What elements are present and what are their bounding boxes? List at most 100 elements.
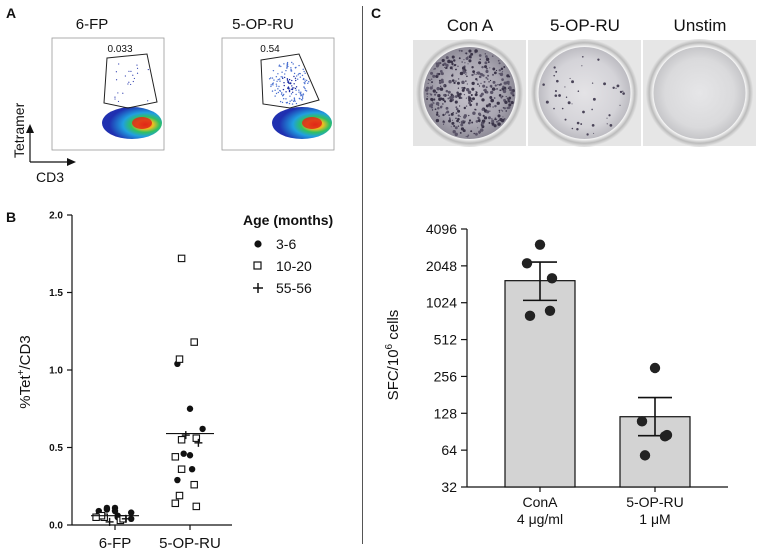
- gate-event-dot: [289, 100, 291, 102]
- elispot-spot: [438, 115, 440, 118]
- gate-event-dot: [301, 99, 303, 101]
- scatter-y-label-main: %Tet: [17, 375, 34, 409]
- gate-event-dot: [291, 87, 294, 89]
- elispot-spot: [489, 67, 491, 69]
- elispot-spot: [489, 90, 494, 95]
- bar-data-point: [659, 431, 671, 442]
- elispot-spot: [435, 62, 439, 66]
- bar-y-label-pre: SFC/10: [385, 349, 402, 400]
- elispot-spot: [442, 98, 445, 102]
- elispot-spot: [471, 73, 474, 77]
- elispot-spot: [465, 105, 468, 107]
- legend-title: Age (months): [243, 212, 333, 228]
- elispot-spot: [478, 130, 482, 134]
- gate-event-dot: [128, 81, 130, 83]
- elispot-spot: [495, 88, 497, 90]
- elispot-spot: [452, 130, 456, 134]
- elispot-spot: [453, 63, 457, 67]
- elispot-spot: [447, 97, 450, 100]
- elispot-spot: [435, 64, 439, 68]
- gate-event-dot: [288, 90, 291, 93]
- gate-event-dot: [295, 93, 297, 96]
- elispot-spot: [426, 96, 428, 98]
- well-image-unstim: [643, 39, 756, 147]
- tetramer-gate-5oprU: [260, 53, 320, 109]
- elispot-spot: [468, 101, 471, 105]
- elispot-spot: [459, 131, 462, 134]
- gate-event-dot: [115, 79, 118, 81]
- elispot-spot: [443, 93, 446, 97]
- bar-y-tick-label: 128: [434, 405, 458, 421]
- elispot-spot: [455, 80, 457, 82]
- scatter-y-label-rest: /CD3: [17, 335, 34, 369]
- elispot-spot: [494, 117, 496, 119]
- gate-event-dot: [118, 63, 120, 65]
- gate-event-dot: [291, 85, 293, 87]
- elispot-spot: [494, 84, 497, 87]
- bar-data-point: [649, 362, 661, 374]
- elispot-spot: [493, 97, 496, 99]
- gate-event-dot: [283, 76, 286, 79]
- elispot-spot: [569, 77, 571, 80]
- elispot-spot: [445, 89, 449, 93]
- gate-event-dot: [304, 82, 306, 85]
- gate-event-dot: [136, 64, 138, 66]
- elispot-spot: [451, 95, 455, 99]
- elispot-spot: [426, 92, 429, 95]
- gate-event-dot: [303, 86, 305, 88]
- elispot-spot: [481, 98, 485, 102]
- gate-event-dot: [302, 68, 304, 71]
- elispot-spot: [488, 122, 491, 125]
- elispot-spot: [507, 87, 510, 89]
- elispot-spot: [432, 89, 436, 93]
- elispot-spot: [458, 92, 462, 96]
- elispot-spot: [501, 78, 504, 81]
- elispot-spot: [477, 112, 481, 116]
- elispot-spot: [429, 86, 433, 90]
- elispot-spot: [471, 66, 474, 69]
- elispot-spot: [498, 120, 500, 122]
- elispot-spot: [451, 68, 454, 70]
- elispot-spot: [494, 104, 497, 108]
- elispot-spot: [426, 98, 429, 101]
- gate-event-dot: [285, 91, 287, 93]
- elispot-spot: [468, 97, 472, 101]
- elispot-spot: [438, 64, 440, 66]
- elispot-spot: [429, 79, 431, 81]
- elispot-spot: [567, 101, 571, 105]
- well-label-unstim: Unstim: [674, 16, 727, 35]
- elispot-spot: [616, 84, 620, 88]
- elispot-spot: [495, 118, 498, 120]
- elispot-spot: [571, 127, 574, 130]
- scatter-point-age-10-20: [190, 480, 198, 489]
- scatter-point-age-10-20: [92, 513, 100, 521]
- elispot-spot: [485, 90, 489, 94]
- gate-event-dot: [271, 83, 274, 85]
- scatter-x-tick-label: 6-FP: [99, 535, 132, 552]
- elispot-spot: [478, 61, 482, 65]
- elispot-spot: [466, 75, 468, 78]
- elispot-spot: [440, 71, 443, 73]
- elispot-spot: [555, 70, 558, 73]
- gate-event-dot: [280, 93, 283, 95]
- elispot-spot: [476, 104, 478, 106]
- gate-event-dot: [292, 63, 294, 65]
- elispot-spot: [450, 60, 454, 64]
- elispot-spot: [508, 103, 512, 107]
- gate-event-dot: [290, 88, 293, 90]
- elispot-spot: [468, 121, 471, 124]
- elispot-spot: [586, 133, 589, 136]
- gate-event-dot: [268, 78, 271, 80]
- gate-event-dot: [302, 77, 305, 80]
- elispot-spot: [463, 106, 467, 110]
- elispot-spot: [457, 114, 460, 117]
- elispot-spot: [446, 110, 450, 114]
- gate-event-dot: [298, 72, 300, 75]
- gate-event-dot: [275, 83, 278, 85]
- elispot-spot: [554, 90, 558, 93]
- elispot-spot: [492, 80, 496, 84]
- elispot-spot: [454, 68, 457, 71]
- elispot-spot: [497, 122, 501, 126]
- scatter-point-age-10-20: [192, 434, 201, 442]
- gate-event-dot: [280, 65, 282, 68]
